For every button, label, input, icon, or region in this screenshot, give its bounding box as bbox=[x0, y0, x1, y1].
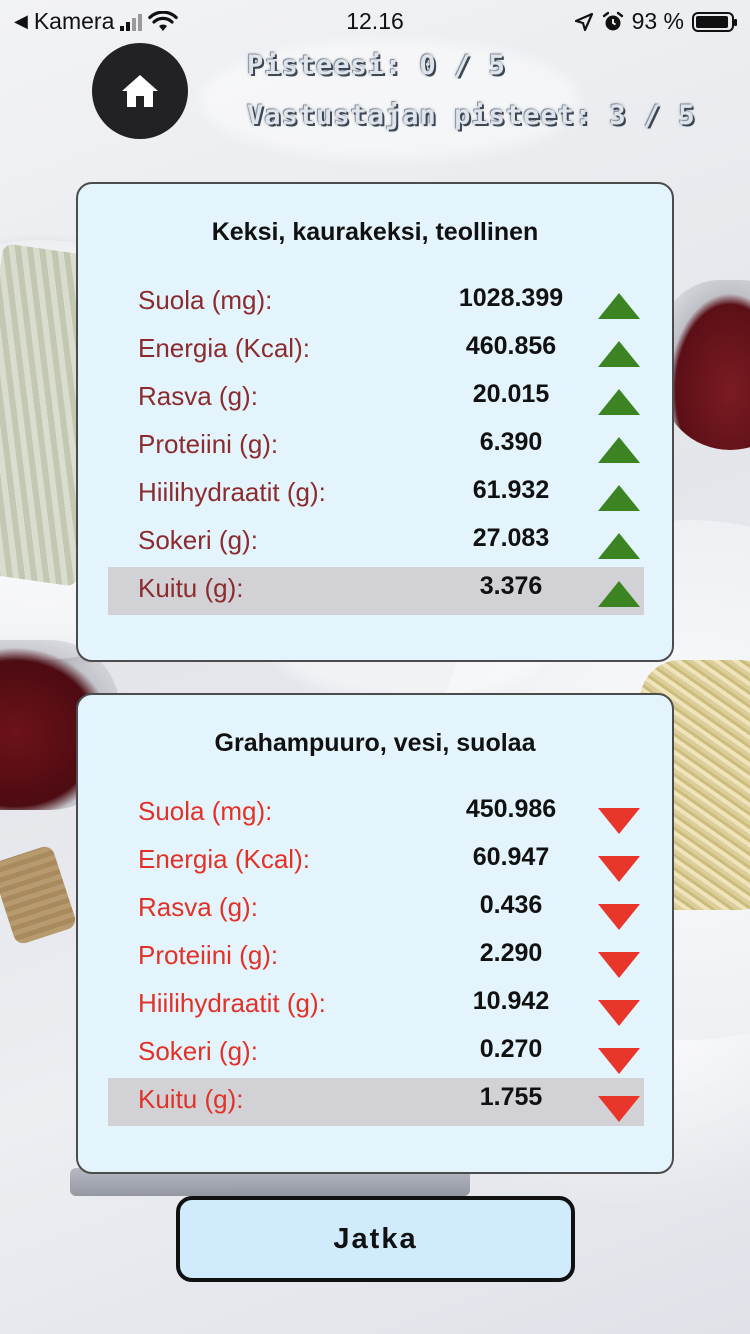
nutrient-value: 2.290 bbox=[479, 939, 543, 967]
home-icon bbox=[122, 75, 158, 107]
arrow-up-icon bbox=[598, 437, 640, 463]
nutrient-value: 61.932 bbox=[472, 476, 550, 504]
alarm-icon bbox=[602, 11, 623, 30]
score-display: Pisteesi: 0 / 5 Vastustajan pisteet: 3 /… bbox=[247, 50, 696, 150]
arrow-up-icon bbox=[598, 581, 640, 607]
nutrient-value: 20.015 bbox=[472, 380, 550, 408]
back-to-app[interactable]: ◀ Kamera bbox=[14, 8, 179, 35]
nutrient-value: 1028.399 bbox=[458, 284, 564, 312]
arrow-down-icon bbox=[598, 952, 640, 978]
food-title: Keksi, kaurakeksi, teollinen bbox=[211, 218, 539, 246]
nutrient-label: Rasva (g): bbox=[138, 892, 258, 922]
nutrient-list: Suola (mg): 1028.399 Energia (Kcal): 460.8… bbox=[108, 279, 644, 615]
food-card-second: Grahampuuro, vesi, suolaa Suola (mg): 450… bbox=[76, 693, 674, 1174]
nutrient-value: 27.083 bbox=[472, 524, 550, 552]
arrow-up-icon bbox=[598, 389, 640, 415]
battery-percentage: 93 % bbox=[631, 8, 684, 34]
nutrient-label: Kuitu (g): bbox=[138, 573, 244, 603]
nutrient-value: 1.755 bbox=[479, 1083, 543, 1111]
nutrient-row-energy: Energia (Kcal): 60.947 bbox=[108, 838, 644, 886]
nutrient-row-fiber: Kuitu (g): 3.376 bbox=[108, 567, 644, 615]
nutrient-value: 6.390 bbox=[479, 428, 543, 456]
nutrient-label: Sokeri (g): bbox=[138, 525, 258, 555]
nutrient-row-energy: Energia (Kcal): 460.856 bbox=[108, 327, 644, 375]
nutrient-row-carbs: Hiilihydraatit (g): 10.942 bbox=[108, 982, 644, 1030]
wifi-icon bbox=[148, 10, 179, 31]
nutrient-label: Energia (Kcal): bbox=[138, 844, 310, 874]
nutrient-value: 10.942 bbox=[472, 987, 550, 1015]
nutrient-row-sugar: Sokeri (g): 0.270 bbox=[108, 1030, 644, 1078]
nutrient-label: Rasva (g): bbox=[138, 381, 258, 411]
nutrient-label: Hiilihydraatit (g): bbox=[138, 477, 326, 507]
nutrient-value: 450.986 bbox=[465, 795, 557, 823]
nutrient-list: Suola (mg): 450.986 Energia (Kcal): 60.947… bbox=[108, 790, 644, 1126]
arrow-down-icon bbox=[598, 856, 640, 882]
nutrient-row-protein: Proteiini (g): 2.290 bbox=[108, 934, 644, 982]
nutrient-row-fiber: Kuitu (g): 1.755 bbox=[108, 1078, 644, 1126]
arrow-up-icon bbox=[598, 293, 640, 319]
arrow-down-icon bbox=[598, 1000, 640, 1026]
arrow-down-icon bbox=[598, 904, 640, 930]
nutrient-value: 60.947 bbox=[472, 843, 550, 871]
food-card-first: Keksi, kaurakeksi, teollinen Suola (mg):… bbox=[76, 182, 674, 662]
arrow-up-icon bbox=[598, 533, 640, 559]
arrow-down-icon bbox=[598, 1048, 640, 1074]
home-button[interactable] bbox=[92, 43, 188, 139]
nutrient-label: Kuitu (g): bbox=[138, 1084, 244, 1114]
signal-icon bbox=[120, 13, 143, 31]
nutrient-label: Sokeri (g): bbox=[138, 1036, 258, 1066]
nutrient-label: Hiilihydraatit (g): bbox=[138, 988, 326, 1018]
nutrient-row-protein: Proteiini (g): 6.390 bbox=[108, 423, 644, 471]
food-title: Grahampuuro, vesi, suolaa bbox=[214, 729, 536, 757]
nutrient-row-carbs: Hiilihydraatit (g): 61.932 bbox=[108, 471, 644, 519]
arrow-up-icon bbox=[598, 341, 640, 367]
nutrient-label: Suola (mg): bbox=[138, 796, 273, 826]
arrow-down-icon bbox=[598, 808, 640, 834]
back-arrow-icon: ◀ bbox=[14, 11, 28, 31]
nutrient-row-salt: Suola (mg): 1028.399 bbox=[108, 279, 644, 327]
nutrient-value: 0.270 bbox=[479, 1035, 543, 1063]
nutrient-label: Proteiini (g): bbox=[138, 940, 279, 970]
location-icon bbox=[574, 12, 593, 31]
nutrient-row-sugar: Sokeri (g): 27.083 bbox=[108, 519, 644, 567]
nutrient-row-fat: Rasva (g): 0.436 bbox=[108, 886, 644, 934]
arrow-down-icon bbox=[598, 1096, 640, 1122]
opponent-score: Vastustajan pisteet: 3 / 5 bbox=[247, 100, 696, 131]
nutrient-row-fat: Rasva (g): 20.015 bbox=[108, 375, 644, 423]
nutrient-row-salt: Suola (mg): 450.986 bbox=[108, 790, 644, 838]
status-bar: ◀ Kamera 12.16 93 % bbox=[0, 0, 750, 40]
nutrient-value: 0.436 bbox=[479, 891, 543, 919]
nutrient-label: Proteiini (g): bbox=[138, 429, 279, 459]
nutrient-value: 3.376 bbox=[479, 572, 543, 600]
continue-button[interactable]: Jatka bbox=[176, 1196, 575, 1282]
status-time: 12.16 bbox=[346, 8, 404, 34]
nutrient-label: Suola (mg): bbox=[138, 285, 273, 315]
battery-icon bbox=[692, 11, 737, 32]
player-score: Pisteesi: 0 / 5 bbox=[247, 50, 506, 81]
nutrient-label: Energia (Kcal): bbox=[138, 333, 310, 363]
back-app-label: Kamera bbox=[33, 8, 115, 34]
nutrient-value: 460.856 bbox=[465, 332, 557, 360]
arrow-up-icon bbox=[598, 485, 640, 511]
